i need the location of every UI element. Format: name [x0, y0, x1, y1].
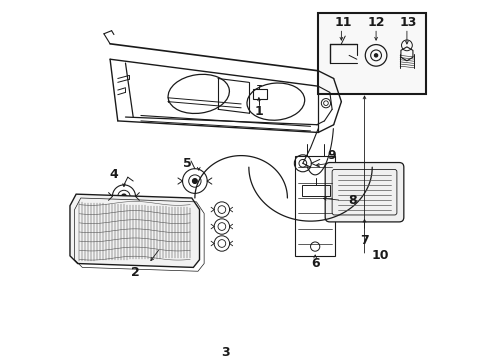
Circle shape — [374, 54, 378, 57]
Bar — [295, 156, 335, 256]
Text: 7: 7 — [360, 234, 369, 247]
Text: 12: 12 — [368, 16, 385, 29]
Bar — [318, 13, 426, 94]
Text: 9: 9 — [328, 149, 337, 162]
Bar — [302, 185, 330, 196]
FancyBboxPatch shape — [325, 162, 404, 222]
Text: 10: 10 — [371, 249, 389, 262]
Text: 5: 5 — [183, 157, 192, 170]
Text: 8: 8 — [348, 194, 357, 207]
Text: 1: 1 — [254, 105, 263, 118]
Polygon shape — [70, 194, 199, 267]
Text: 4: 4 — [110, 168, 118, 181]
Text: 6: 6 — [311, 257, 319, 270]
Bar — [253, 89, 267, 99]
Text: 13: 13 — [400, 16, 417, 29]
Text: 11: 11 — [334, 16, 352, 29]
Circle shape — [122, 194, 126, 199]
Circle shape — [193, 179, 197, 183]
Text: 3: 3 — [221, 346, 230, 359]
Text: 2: 2 — [131, 266, 140, 279]
